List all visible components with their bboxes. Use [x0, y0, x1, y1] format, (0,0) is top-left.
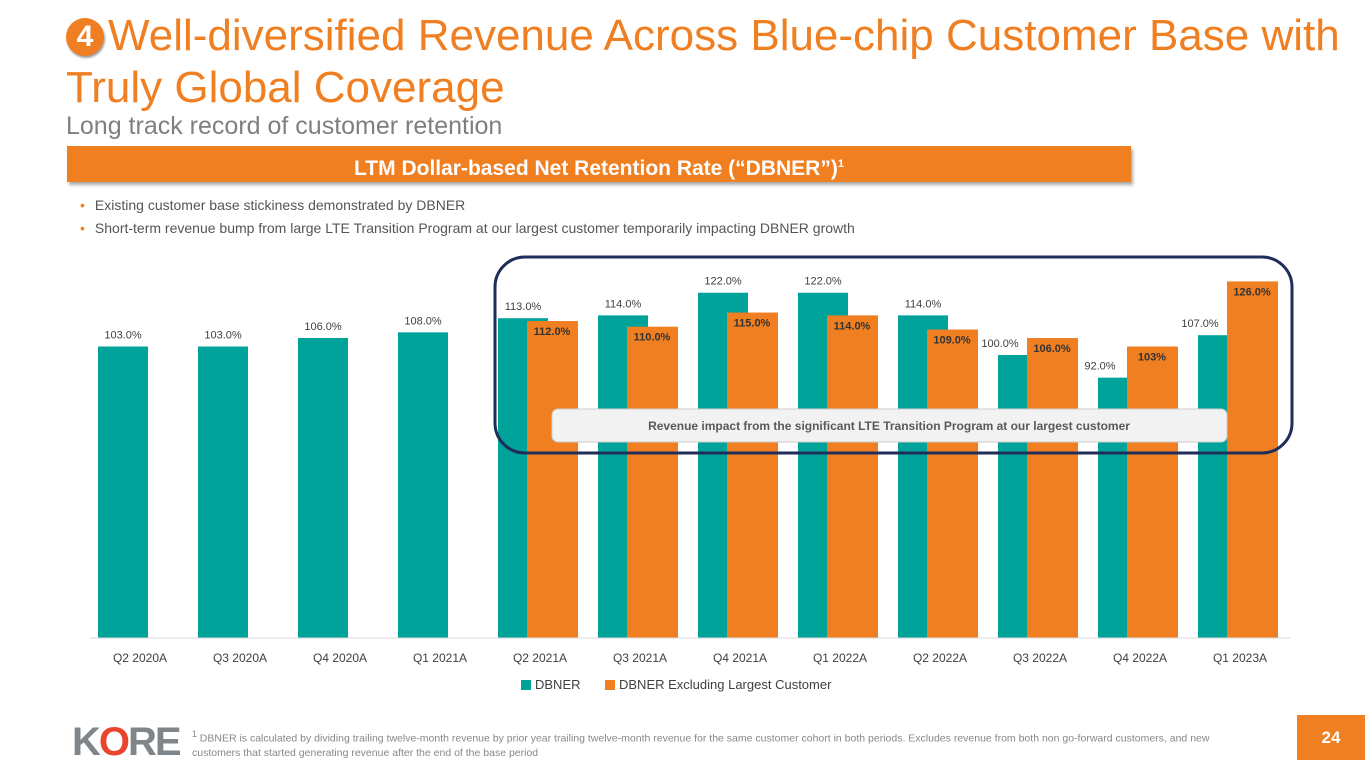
- bar-dbner: [98, 346, 148, 638]
- data-label-dbner-excl: 112.0%: [534, 326, 571, 338]
- data-label-dbner: 122.0%: [804, 276, 842, 288]
- legend-label-dbner: DBNER: [535, 677, 581, 692]
- data-label-dbner-excl: 109.0%: [933, 335, 971, 347]
- x-tick-label: Q2 2021A: [513, 651, 567, 665]
- bullet-text: Short-term revenue bump from large LTE T…: [94, 220, 855, 236]
- bar-dbner-excl: [1127, 346, 1178, 638]
- annotation-box: [551, 408, 1228, 443]
- footnote-text: DBNER is calculated by dividing trailing…: [192, 732, 1210, 759]
- banner-text: LTM Dollar-based Net Retention Rate (“DB…: [354, 157, 838, 180]
- section-banner: LTM Dollar-based Net Retention Rate (“DB…: [67, 146, 1131, 182]
- x-tick-label: Q2 2022A: [913, 651, 967, 665]
- data-label-dbner: 114.0%: [605, 298, 642, 310]
- bar-dbner: [298, 338, 348, 638]
- data-label-dbner: 92.0%: [1084, 361, 1115, 373]
- x-tick-label: Q1 2022A: [813, 651, 867, 665]
- bar-dbner-excl: [1027, 338, 1078, 638]
- data-label-dbner: 106.0%: [304, 321, 342, 333]
- bullet-text: Existing customer base stickiness demons…: [94, 197, 466, 213]
- footnote: 1 DBNER is calculated by dividing traili…: [192, 727, 1242, 760]
- x-tick-label: Q4 2021A: [713, 651, 767, 665]
- annotation-text: Revenue impact from the significant LTE …: [648, 419, 1130, 433]
- x-tick-label: Q4 2020A: [313, 651, 367, 665]
- x-tick-label: Q2 2020A: [113, 651, 167, 665]
- data-label-dbner-excl: 103%: [1138, 352, 1166, 364]
- data-label-dbner-excl: 126.0%: [1233, 286, 1271, 298]
- bar-dbner-excl: [827, 315, 878, 638]
- banner-footnote-ref: 1: [837, 158, 844, 170]
- bar-dbner-excl: [927, 329, 978, 638]
- legend-swatch-dbner-excl: [605, 680, 615, 690]
- bar-dbner-excl: [527, 321, 578, 638]
- data-label-dbner: 114.0%: [905, 298, 942, 310]
- bar-dbner-excl: [727, 312, 778, 638]
- x-tick-label: Q1 2023A: [1213, 651, 1267, 665]
- page-number: 24: [1297, 715, 1365, 760]
- section-number-badge: 4: [66, 18, 104, 56]
- title-text: Well-diversified Revenue Across Blue-chi…: [66, 11, 1340, 112]
- data-label-dbner: 108.0%: [404, 315, 442, 327]
- data-label-dbner-excl: 114.0%: [834, 320, 871, 332]
- legend-label-dbner-excl: DBNER Excluding Largest Customer: [619, 677, 832, 692]
- x-tick-label: Q3 2022A: [1013, 651, 1067, 665]
- footnote-sup: 1: [192, 729, 197, 739]
- dbner-bar-chart: 103.0% Q2 2020A 103.0% Q3 2020A 106.0% Q4 202…: [90, 255, 1294, 692]
- data-label-dbner: 107.0%: [1181, 318, 1219, 330]
- highlight-frame: [493, 255, 1294, 455]
- bar-dbner: [398, 332, 448, 638]
- slide-title: 4 Well-diversified Revenue Across Blue-ch…: [66, 10, 1356, 114]
- data-label-dbner: 113.0%: [505, 301, 542, 313]
- kore-logo: KORE: [72, 720, 182, 764]
- x-tick-label: Q4 2022A: [1113, 651, 1167, 665]
- bullet-item: • Existing customer base stickiness demon…: [80, 197, 466, 213]
- legend-swatch-dbner: [521, 680, 531, 690]
- bullet-item: • Short-term revenue bump from large LTE …: [80, 220, 855, 236]
- slide-subtitle: Long track record of customer retention: [66, 112, 503, 140]
- x-tick-label: Q3 2020A: [213, 651, 267, 665]
- x-tick-label: Q3 2021A: [613, 651, 667, 665]
- data-label-dbner: 103.0%: [204, 330, 242, 342]
- data-label-dbner: 122.0%: [704, 276, 742, 288]
- data-label-dbner-excl: 115.0%: [734, 318, 771, 330]
- data-label-dbner-excl: 110.0%: [634, 332, 671, 344]
- bar-dbner-excl: [1227, 281, 1278, 638]
- bar-dbner: [198, 346, 248, 638]
- data-label-dbner: 100.0%: [981, 338, 1019, 350]
- data-label-dbner: 103.0%: [104, 330, 142, 342]
- x-tick-label: Q1 2021A: [413, 651, 467, 665]
- bar-dbner-excl: [627, 326, 678, 638]
- data-label-dbner-excl: 106.0%: [1033, 343, 1071, 355]
